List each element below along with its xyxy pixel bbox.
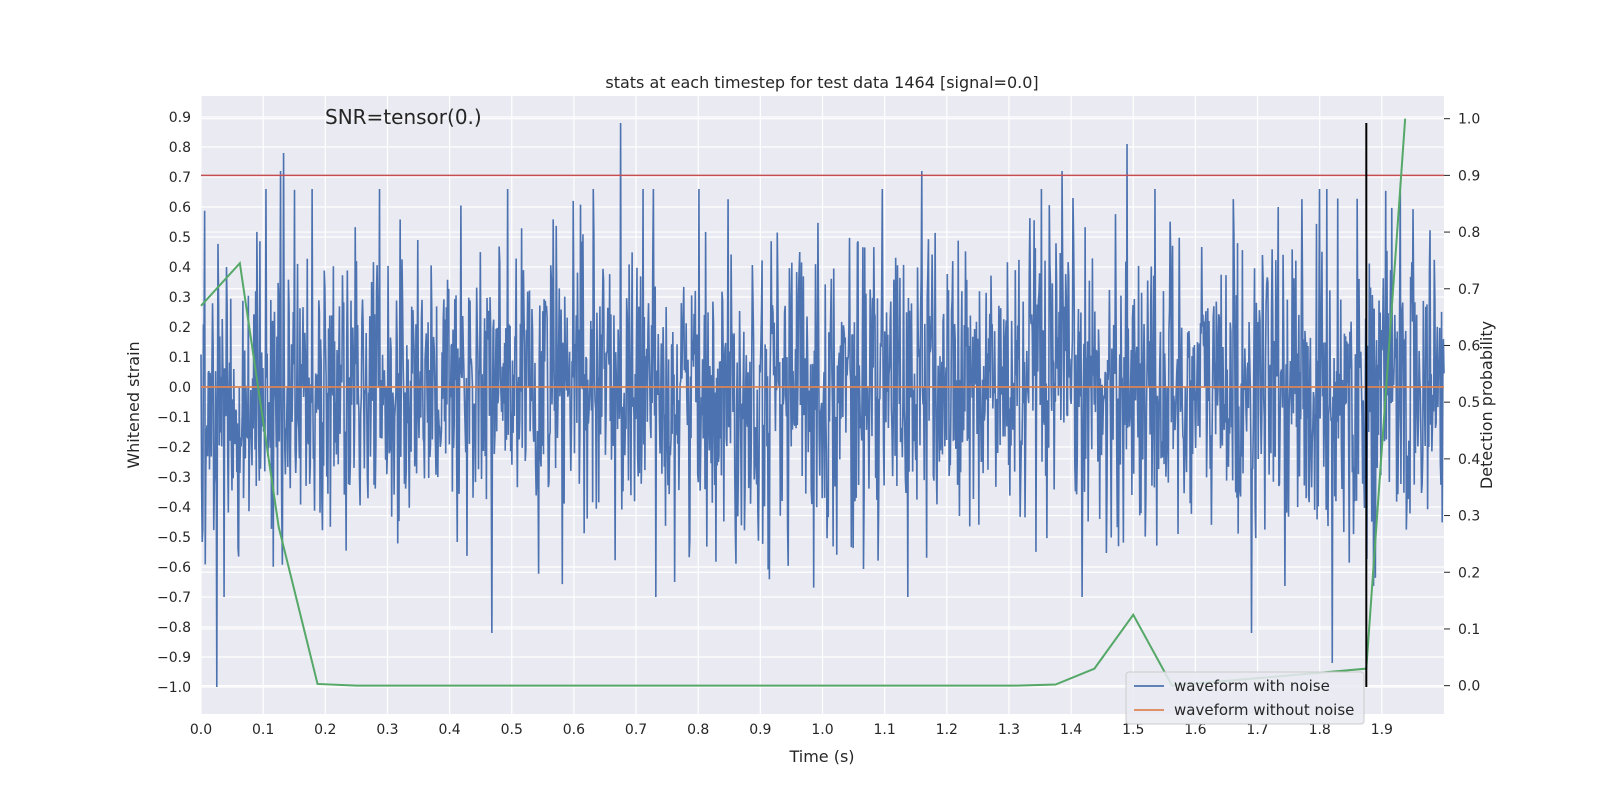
x-tick-label: 1.1: [874, 722, 896, 738]
y2-axis-label: Detection probability: [1477, 321, 1496, 489]
x-tick-label: 0.4: [438, 722, 460, 738]
x-tick-label: 0.0: [190, 722, 212, 738]
x-tick-label: 1.4: [1060, 722, 1082, 738]
y-tick-label: 0.5: [169, 230, 191, 246]
y2-tick-label: 0.9: [1458, 168, 1480, 184]
y-tick-label: 0.6: [169, 200, 191, 216]
x-tick-label: 1.2: [936, 722, 958, 738]
y-tick-label: 0.2: [169, 320, 191, 336]
y-tick-label: 0.3: [169, 290, 191, 306]
x-tick-label: 0.6: [563, 722, 585, 738]
y-tick-label: −0.2: [157, 440, 191, 456]
y-tick-label: −1.0: [157, 680, 191, 696]
x-tick-label: 0.8: [687, 722, 709, 738]
y-tick-label: 0.8: [169, 140, 191, 156]
y2-tick-label: 1.0: [1458, 112, 1480, 128]
y-tick-label: −0.6: [157, 560, 191, 576]
y-tick-label: −0.5: [157, 530, 191, 546]
x-tick-label: 1.0: [811, 722, 833, 738]
legend: waveform with noise waveform without noi…: [1126, 672, 1364, 724]
y-tick-label: −0.9: [157, 650, 191, 666]
x-tick-label: 0.7: [625, 722, 647, 738]
y-tick-label: −0.4: [157, 500, 191, 516]
x-tick-label: 1.9: [1371, 722, 1393, 738]
y-axis-label: Whitened strain: [124, 341, 143, 468]
x-tick-label: 0.9: [749, 722, 771, 738]
y2-tick-label: 0.1: [1458, 622, 1480, 638]
y2-tick-label: 0.0: [1458, 679, 1480, 695]
legend-label-noise: waveform with noise: [1174, 677, 1330, 695]
y-tick-label: −0.3: [157, 470, 191, 486]
y-tick-label: 0.0: [169, 380, 191, 396]
y2-tick-label: 0.3: [1458, 509, 1480, 525]
x-tick-label: 0.5: [501, 722, 523, 738]
y2-tick-label: 0.2: [1458, 565, 1480, 581]
x-axis-label: Time (s): [788, 747, 854, 766]
x-tick-label: 0.3: [376, 722, 398, 738]
chart-title: stats at each timestep for test data 146…: [605, 73, 1038, 92]
snr-annotation: SNR=tensor(0.): [325, 105, 482, 129]
y2-tick-label: 0.8: [1458, 225, 1480, 241]
legend-label-clean: waveform without noise: [1174, 701, 1354, 719]
y2-tick-label: 0.7: [1458, 282, 1480, 298]
y-tick-label: −0.8: [157, 620, 191, 636]
y-tick-label: 0.4: [169, 260, 191, 276]
y-tick-label: 0.9: [169, 110, 191, 126]
x-tick-label: 1.3: [998, 722, 1020, 738]
y-tick-label: −0.7: [157, 590, 191, 606]
x-tick-label: 0.1: [252, 722, 274, 738]
x-tick-label: 0.2: [314, 722, 336, 738]
y-tick-label: −0.1: [157, 410, 191, 426]
y-tick-label: 0.1: [169, 350, 191, 366]
y-tick-label: 0.7: [169, 170, 191, 186]
